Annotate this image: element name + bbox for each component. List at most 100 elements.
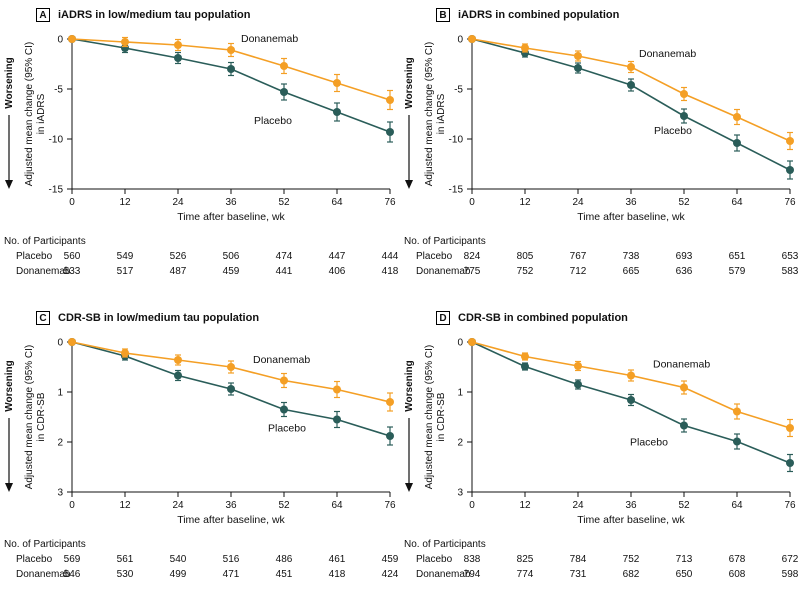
participants-value: 506 [223,251,240,262]
y-axis-label-line2: in iADRS [436,93,447,134]
data-point [521,362,529,371]
participants-value: 517 [117,266,134,277]
data-point [280,62,288,70]
panel-title: CDR-SB in combined population [458,312,628,324]
series-line [471,38,791,171]
data-point [227,46,235,54]
participants-value: 775 [464,266,481,277]
svg-text:0: 0 [69,197,75,208]
participants-value: 569 [64,554,81,565]
data-point [786,166,794,174]
svg-text:64: 64 [731,197,743,208]
participants-value: 530 [117,569,134,580]
participants-row-label: Placebo [416,554,453,565]
series-label: Placebo [254,115,292,127]
participants-row-label: Placebo [16,251,53,262]
participants-value: 598 [782,569,799,580]
x-axis-label: Time after baseline, wk [577,514,685,526]
chart-svg: 0 -5 -10 -15 0 12 24 36 52 64 76 Time after baselin… [4,33,399,277]
data-point [227,363,235,371]
data-point [468,35,476,43]
worsening-label: Worsening [404,360,415,411]
axes [467,38,791,194]
participants-value: 767 [570,251,587,262]
svg-text:36: 36 [625,197,637,208]
svg-text:3: 3 [457,488,463,499]
svg-text:2: 2 [457,438,463,449]
y-axis-label-line2: in iADRS [36,93,47,134]
participants-header: No. of Participants [4,539,86,550]
participants-value: 486 [276,554,293,565]
participants-header: No. of Participants [404,236,486,247]
participants-value: 583 [782,266,799,277]
participants-value: 459 [223,266,240,277]
x-tick-labels: 0 12 24 36 52 64 76 [69,500,396,511]
participants-table: No. of Participants Placebo 560 549 526 506 47… [4,236,399,277]
data-point [680,90,688,98]
participants-value: 693 [676,251,693,262]
participants-value: 774 [517,569,534,580]
participants-row-label: Donanemab [16,266,71,277]
participants-value: 461 [329,554,346,565]
participants-value: 444 [382,251,399,262]
series-placebo: Placebo [68,35,394,143]
svg-text:12: 12 [519,197,531,208]
data-point [227,385,235,393]
data-point [386,398,394,406]
participants-value: 560 [64,251,81,262]
svg-text:0: 0 [57,35,63,46]
y-axis-label-line1: Adjusted mean change (95% CI) [24,345,35,490]
svg-text:76: 76 [384,197,396,208]
panel-title: iADRS in combined population [458,9,620,21]
panel-title: iADRS in low/medium tau population [58,9,251,21]
x-axis-label: Time after baseline, wk [177,211,285,223]
data-point [521,352,529,361]
data-point [574,380,582,389]
panel-c: C CDR-SB in low/medium tau population 0 1… [0,303,400,606]
data-point [627,63,635,71]
panel-a: A iADRS in low/medium tau population 0 -5… [0,0,400,303]
series-label: Placebo [654,125,692,137]
x-tick-labels: 0 12 24 36 52 64 76 [69,197,396,208]
x-axis-label: Time after baseline, wk [577,211,685,223]
participants-value: 418 [329,569,346,580]
svg-text:36: 36 [225,500,237,511]
data-point [174,356,182,364]
svg-text:-15: -15 [449,185,464,196]
y-axis-label-line1: Adjusted mean change (95% CI) [424,345,435,490]
participants-value: 678 [729,554,746,565]
participants-value: 825 [517,554,534,565]
participants-value: 540 [170,554,187,565]
y-tick-labels: 0 1 2 3 [57,338,63,499]
participants-row-label: Donanemab [16,569,71,580]
line-chart-cdrsb-lowmed: 0 1 2 3 0 12 24 36 52 64 76 Time after baseline, wk… [0,328,400,584]
worsening-arrow [5,115,13,189]
participants-row-label: Placebo [16,554,53,565]
data-point [68,338,76,346]
y-axis-label-line1: Adjusted mean change (95% CI) [24,42,35,187]
participants-row-label: Donanemab [416,266,471,277]
data-point [227,65,235,73]
panel-label: C [36,311,50,325]
worsening-arrow [5,418,13,492]
svg-text:76: 76 [784,500,796,511]
participants-value: 838 [464,554,481,565]
y-tick-labels: 0 -5 -10 -15 [49,35,64,196]
participants-value: 653 [782,251,799,262]
data-point [174,371,182,380]
participants-value: 526 [170,251,187,262]
line-chart-cdrsb-combined: 0 1 2 3 0 12 24 36 52 64 76 Time after baseline, wk… [400,328,800,584]
svg-text:52: 52 [678,500,690,511]
y-tick-labels: 0 1 2 3 [457,338,463,499]
svg-text:0: 0 [457,35,463,46]
y-axis-label-line1: Adjusted mean change (95% CI) [424,42,435,187]
panel-header: B iADRS in combined population [436,7,800,23]
participants-value: 499 [170,569,187,580]
participants-value: 474 [276,251,293,262]
data-point [333,79,341,87]
svg-text:-15: -15 [49,185,64,196]
data-point [627,371,635,380]
participants-value: 546 [64,569,81,580]
participants-value: 561 [117,554,134,565]
